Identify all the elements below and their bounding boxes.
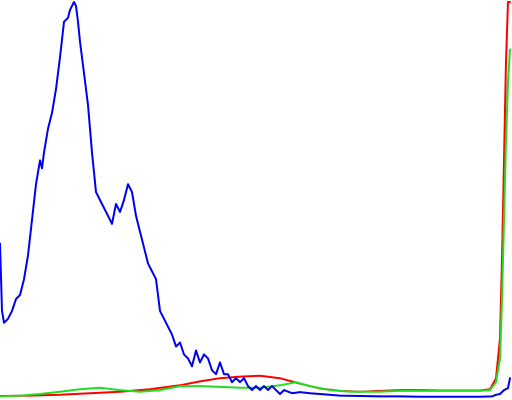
series-line-1 <box>0 48 511 398</box>
